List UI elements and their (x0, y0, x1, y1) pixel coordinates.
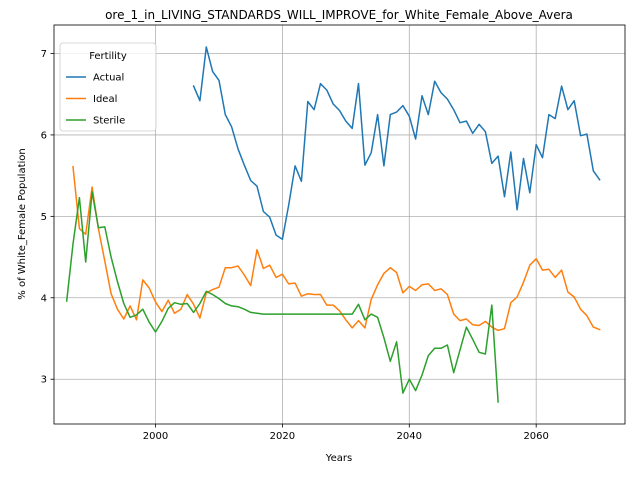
legend-title: Fertility (89, 51, 127, 62)
y-tick-label: 3 (41, 375, 47, 386)
legend-items: Actual Ideal Sterile (66, 73, 125, 127)
y-tick-label: 4 (41, 293, 47, 304)
x-axis-ticks: 2000 2020 2040 2060 (143, 424, 549, 442)
chart-title: ore_1_in_LIVING_STANDARDS_WILL_IMPROVE_f… (105, 8, 573, 22)
x-tick-label: 2040 (397, 431, 422, 442)
y-axis-ticks: 3 4 5 6 7 (41, 49, 54, 386)
series-line-actual (192, 46, 601, 240)
legend: Fertility Actual Ideal Sterile (59, 42, 157, 132)
y-tick-label: 5 (41, 212, 47, 223)
series-line-sterile (65, 191, 499, 403)
legend-box (59, 42, 157, 132)
x-axis-label: Years (325, 453, 352, 464)
series-lines (65, 46, 601, 403)
plot-frame (53, 24, 626, 425)
y-axis-label: % of White_Female Population (17, 148, 28, 299)
y-tick-label: 7 (41, 49, 47, 60)
y-tick-label: 6 (41, 130, 47, 141)
x-tick-label: 2000 (143, 431, 168, 442)
legend-label-ideal: Ideal (93, 94, 117, 105)
x-tick-label: 2060 (523, 431, 548, 442)
legend-label-sterile: Sterile (93, 116, 125, 127)
legend-label-actual: Actual (93, 73, 124, 84)
series-line-ideal (72, 165, 601, 332)
x-tick-label: 2020 (270, 431, 295, 442)
